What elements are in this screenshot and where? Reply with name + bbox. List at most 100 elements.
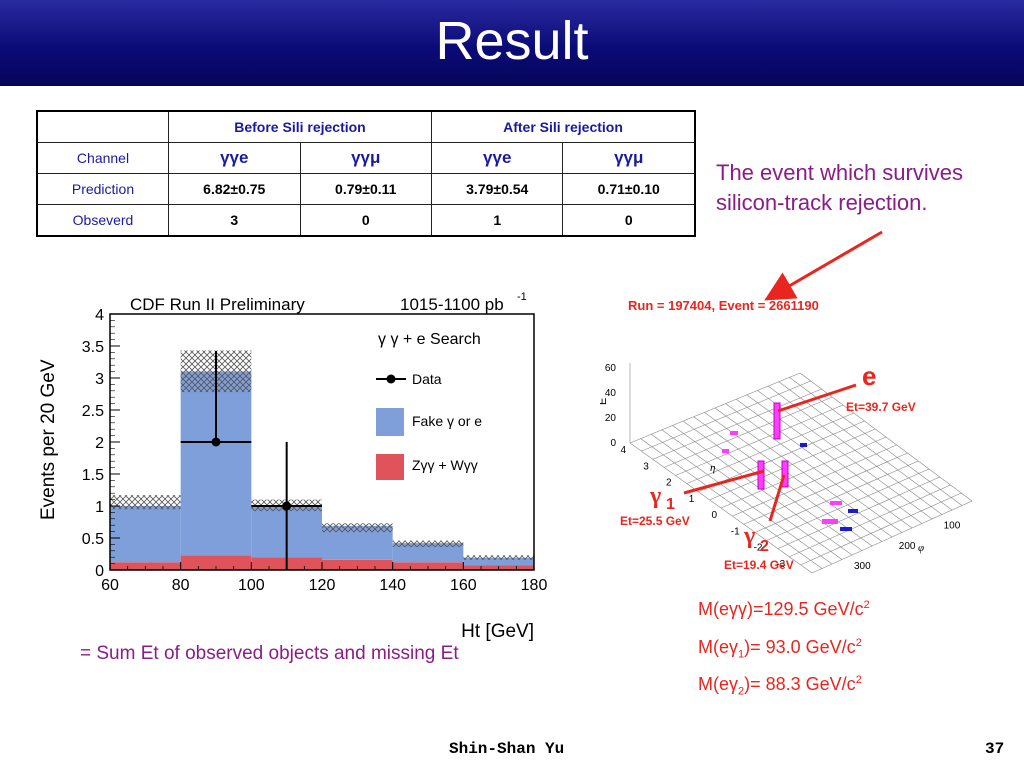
table-corner-cell [36, 110, 169, 143]
y-tick-label: 3 [95, 371, 104, 388]
minor-tower [848, 509, 858, 513]
data-point [282, 501, 292, 511]
x-tick-label: 160 [450, 577, 477, 594]
prediction-cell: 0.71±0.10 [562, 173, 696, 205]
uncertainty-band [463, 555, 534, 560]
prediction-row-label: Prediction [36, 173, 169, 205]
et-tick-label: 20 [605, 413, 617, 424]
electron-pointer [777, 383, 857, 413]
channel-cell: γγe [430, 142, 564, 174]
phi-tick-label: 200 [899, 541, 916, 552]
lego-grid-line [732, 444, 897, 517]
title-bar: Result [0, 0, 1024, 86]
minor-tower [722, 449, 729, 453]
y-tick-label: 3.5 [82, 339, 104, 356]
observed-cell: 3 [168, 204, 301, 237]
chart-title-right: 1015-1100 pb [400, 295, 504, 314]
y-tick-label: 4 [95, 307, 104, 324]
minor-tower [822, 519, 838, 524]
chart-title-right-sup: -1 [517, 291, 527, 303]
y-tick-label: 2 [95, 435, 104, 452]
data-point [211, 437, 221, 447]
energy-towers [722, 402, 858, 531]
photon2-pointer [768, 474, 786, 522]
channel-cell: γγμ [562, 142, 696, 174]
prediction-cell: 3.79±0.54 [430, 173, 564, 205]
eta-tick-label: -2 [754, 543, 763, 554]
legend-zw-swatch [376, 454, 404, 480]
legend-fake-label: Fake γ or e [412, 413, 482, 429]
y-tick-label: 0 [95, 563, 104, 580]
lego-grid-line [800, 492, 962, 566]
mass-row: M(eγ2)= 88.3 GeV/c2 [698, 674, 862, 698]
eta-tick-label: 1 [689, 494, 695, 505]
x-tick-label: 60 [101, 577, 119, 594]
lego-grid-line [777, 476, 940, 549]
x-tick-label: 180 [521, 577, 548, 594]
photon2-subscript: 2 [760, 538, 769, 555]
photon1-subscript: 1 [666, 496, 675, 513]
event-note-line2: silicon-track rejection. [716, 190, 928, 215]
eta-axis-label: η [710, 462, 715, 474]
prediction-cell: 0.79±0.11 [299, 173, 432, 205]
legend-zw-label: Zγγ + Wγγ [412, 457, 478, 473]
results-table: Before Sili rejection After Sili rejecti… [36, 110, 696, 237]
photon2-label: γ [743, 523, 755, 549]
y-axis-label: Events per 20 GeV [38, 359, 59, 520]
footer-page-number: 37 [985, 740, 1005, 758]
electron-label: e [862, 361, 876, 391]
y-tick-label: 1.5 [82, 467, 104, 484]
et-axis-label: E [600, 398, 609, 405]
photon1-tower [757, 460, 765, 490]
lego-grid-line [743, 452, 908, 525]
photon1-et: Et=25.5 GeV [620, 514, 690, 528]
lego-grid-line [811, 500, 972, 573]
et-tick-label: 40 [605, 388, 617, 399]
minor-tower [840, 527, 852, 531]
stack-bar [322, 559, 393, 570]
uncertainty-band [392, 540, 464, 547]
photon1-pointer [683, 469, 765, 495]
lego-grid-line [757, 390, 933, 520]
stack-bar [110, 506, 181, 563]
photon2-tower [781, 460, 789, 488]
observed-cell: 1 [430, 204, 564, 237]
footer-author: Shin-Shan Yu [449, 740, 565, 758]
eta-tick-label: 0 [711, 510, 717, 521]
x-tick-label: 140 [379, 577, 406, 594]
lego-grid-line [720, 436, 887, 509]
et-tick-label: 0 [610, 438, 616, 449]
uncertainty-band [110, 495, 181, 510]
ht-caption: = Sum Et of observed objects and missing… [80, 643, 459, 664]
stack-bar [463, 557, 534, 566]
run-event-label: Run = 197404, Event = 2661190 [628, 298, 819, 313]
uncertainty-band [322, 523, 393, 533]
eta-tick-label: 2 [666, 478, 672, 489]
lego-grid-line [766, 468, 930, 541]
eta-tick-label: 4 [620, 445, 626, 456]
minor-tower [800, 443, 807, 447]
photon2-et: Et=19.4 GeV [724, 558, 794, 572]
event-note: The event which survives silicon-track r… [716, 158, 963, 218]
event-note-line1: The event which survives [716, 160, 963, 185]
lego-grid-line [736, 399, 913, 529]
electron-et: Et=39.7 GeV [846, 400, 916, 414]
lego-grid-line [789, 484, 951, 558]
y-tick-label: 1 [95, 499, 104, 516]
x-tick-label: 100 [238, 577, 265, 594]
et-tick-label: 60 [605, 363, 617, 374]
minor-tower [730, 431, 738, 435]
x-tick-label: 120 [309, 577, 336, 594]
eta-tick-label: -3 [776, 559, 785, 570]
mass-row: M(eγ1)= 93.0 GeV/c2 [698, 636, 862, 661]
lego-grid-line [767, 385, 943, 515]
after-sili-header: After Sili rejection [431, 110, 696, 143]
lego-grid-line [755, 460, 919, 533]
phi-tick-label: 100 [944, 521, 961, 532]
channel-cell: γγμ [299, 142, 432, 174]
x-axis-label: Ht [GeV] [461, 621, 534, 642]
ht-histogram: 60 80 100 120 140 160 180 0 0.5 1 1.5 2 2.5 3 3.5 4 CDF… [38, 291, 548, 642]
stack-bar [392, 543, 464, 563]
